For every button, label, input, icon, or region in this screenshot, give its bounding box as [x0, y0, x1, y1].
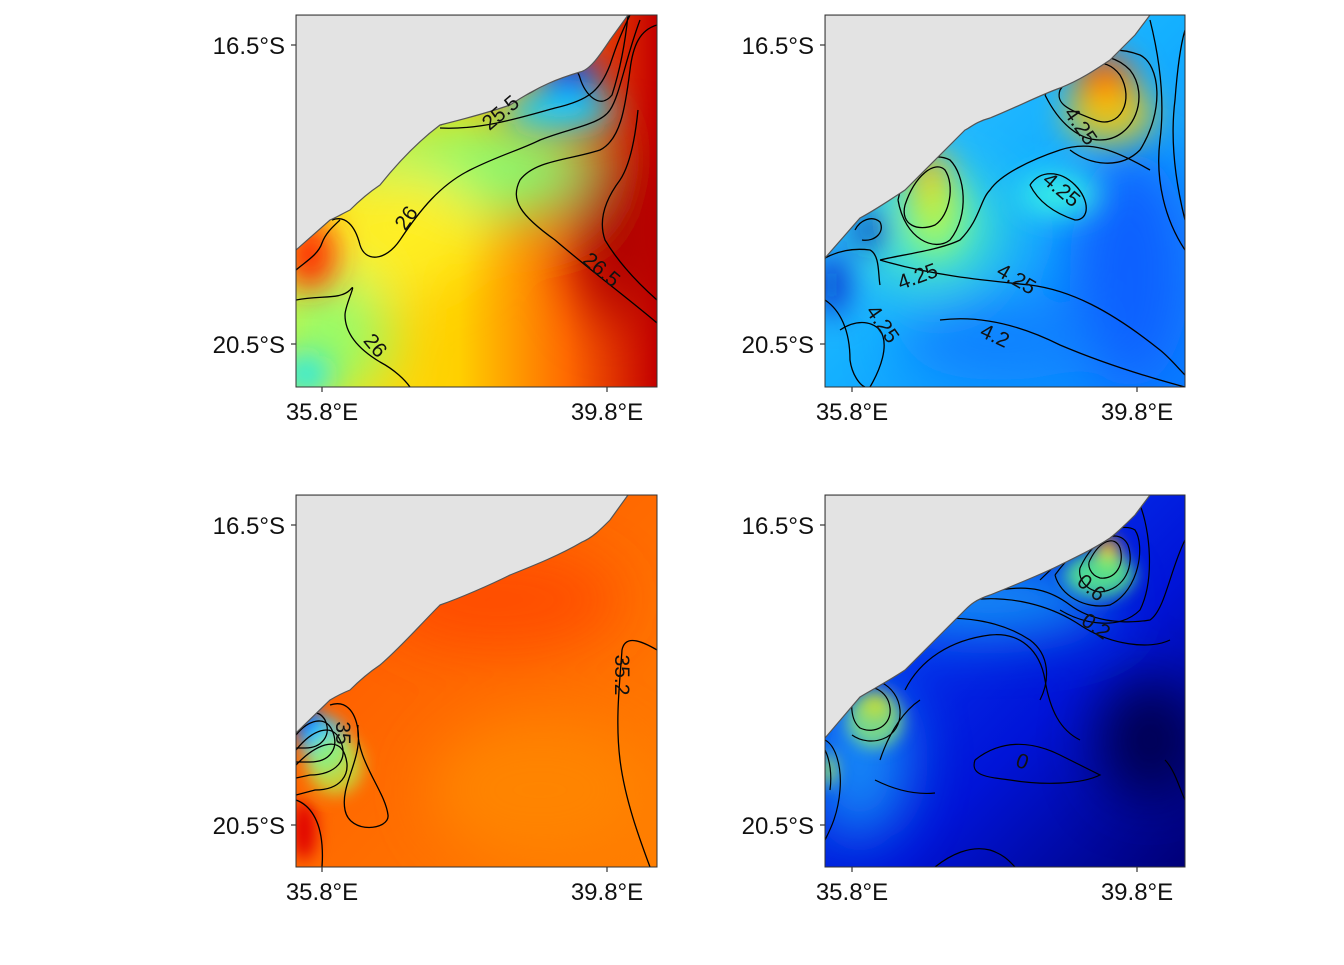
- panel-border: [824, 494, 1186, 868]
- axis-ticks: [291, 44, 608, 392]
- x-tick-label: 35.8°E: [816, 879, 888, 906]
- y-tick-label: 16.5°S: [213, 513, 285, 540]
- x-tick-label: 35.8°E: [286, 879, 358, 906]
- panel-top-right: 4.25 4.25 4.25 4.25 4.25 4.2 16.5°S 20.5…: [742, 14, 1186, 426]
- y-tick-label: 16.5°S: [742, 513, 814, 540]
- contour-lines: [296, 639, 657, 867]
- panel-top-left: 25.5 26 26.5 26 16.5°S 20.5°S 35.8°E 39.…: [213, 14, 658, 426]
- contour-label: 35: [331, 721, 354, 744]
- x-tick-label: 39.8°E: [1101, 879, 1173, 906]
- panel-border: [295, 14, 658, 388]
- x-tick-label: 39.8°E: [571, 879, 643, 906]
- land-mass: [296, 15, 629, 251]
- panel-bottom-left: 35.2 35 16.5°S 20.5°S 35.8°E 39.8°E: [213, 494, 658, 906]
- y-tick-label: 20.5°S: [213, 813, 285, 840]
- x-tick-label: 39.8°E: [1101, 399, 1173, 426]
- y-tick-label: 20.5°S: [742, 813, 814, 840]
- panel-border: [824, 14, 1186, 388]
- field-raster: [825, 15, 1185, 387]
- x-tick-label: 39.8°E: [571, 399, 643, 426]
- panel-bottom-right: 0.6 0.2 0 16.5°S 20.5°S 35.8°E 39.8°E: [742, 494, 1186, 906]
- axis-ticks: [291, 524, 608, 872]
- axis-ticks: [820, 44, 1138, 392]
- land-mass: [825, 495, 1151, 739]
- x-tick-label: 35.8°E: [286, 399, 358, 426]
- field-raster: [296, 495, 657, 867]
- x-tick-label: 35.8°E: [816, 399, 888, 426]
- land-mass: [825, 15, 1151, 259]
- y-tick-label: 20.5°S: [213, 332, 285, 359]
- y-tick-label: 16.5°S: [742, 33, 814, 60]
- axis-ticks: [820, 524, 1138, 872]
- panel-border: [295, 494, 658, 868]
- contour-label: 35.2: [610, 655, 633, 696]
- contour-lines: [825, 504, 1185, 867]
- field-raster: [825, 495, 1185, 867]
- field-raster: [296, 15, 657, 387]
- land-mass: [296, 495, 629, 734]
- y-tick-label: 16.5°S: [213, 33, 285, 60]
- y-tick-label: 20.5°S: [742, 332, 814, 359]
